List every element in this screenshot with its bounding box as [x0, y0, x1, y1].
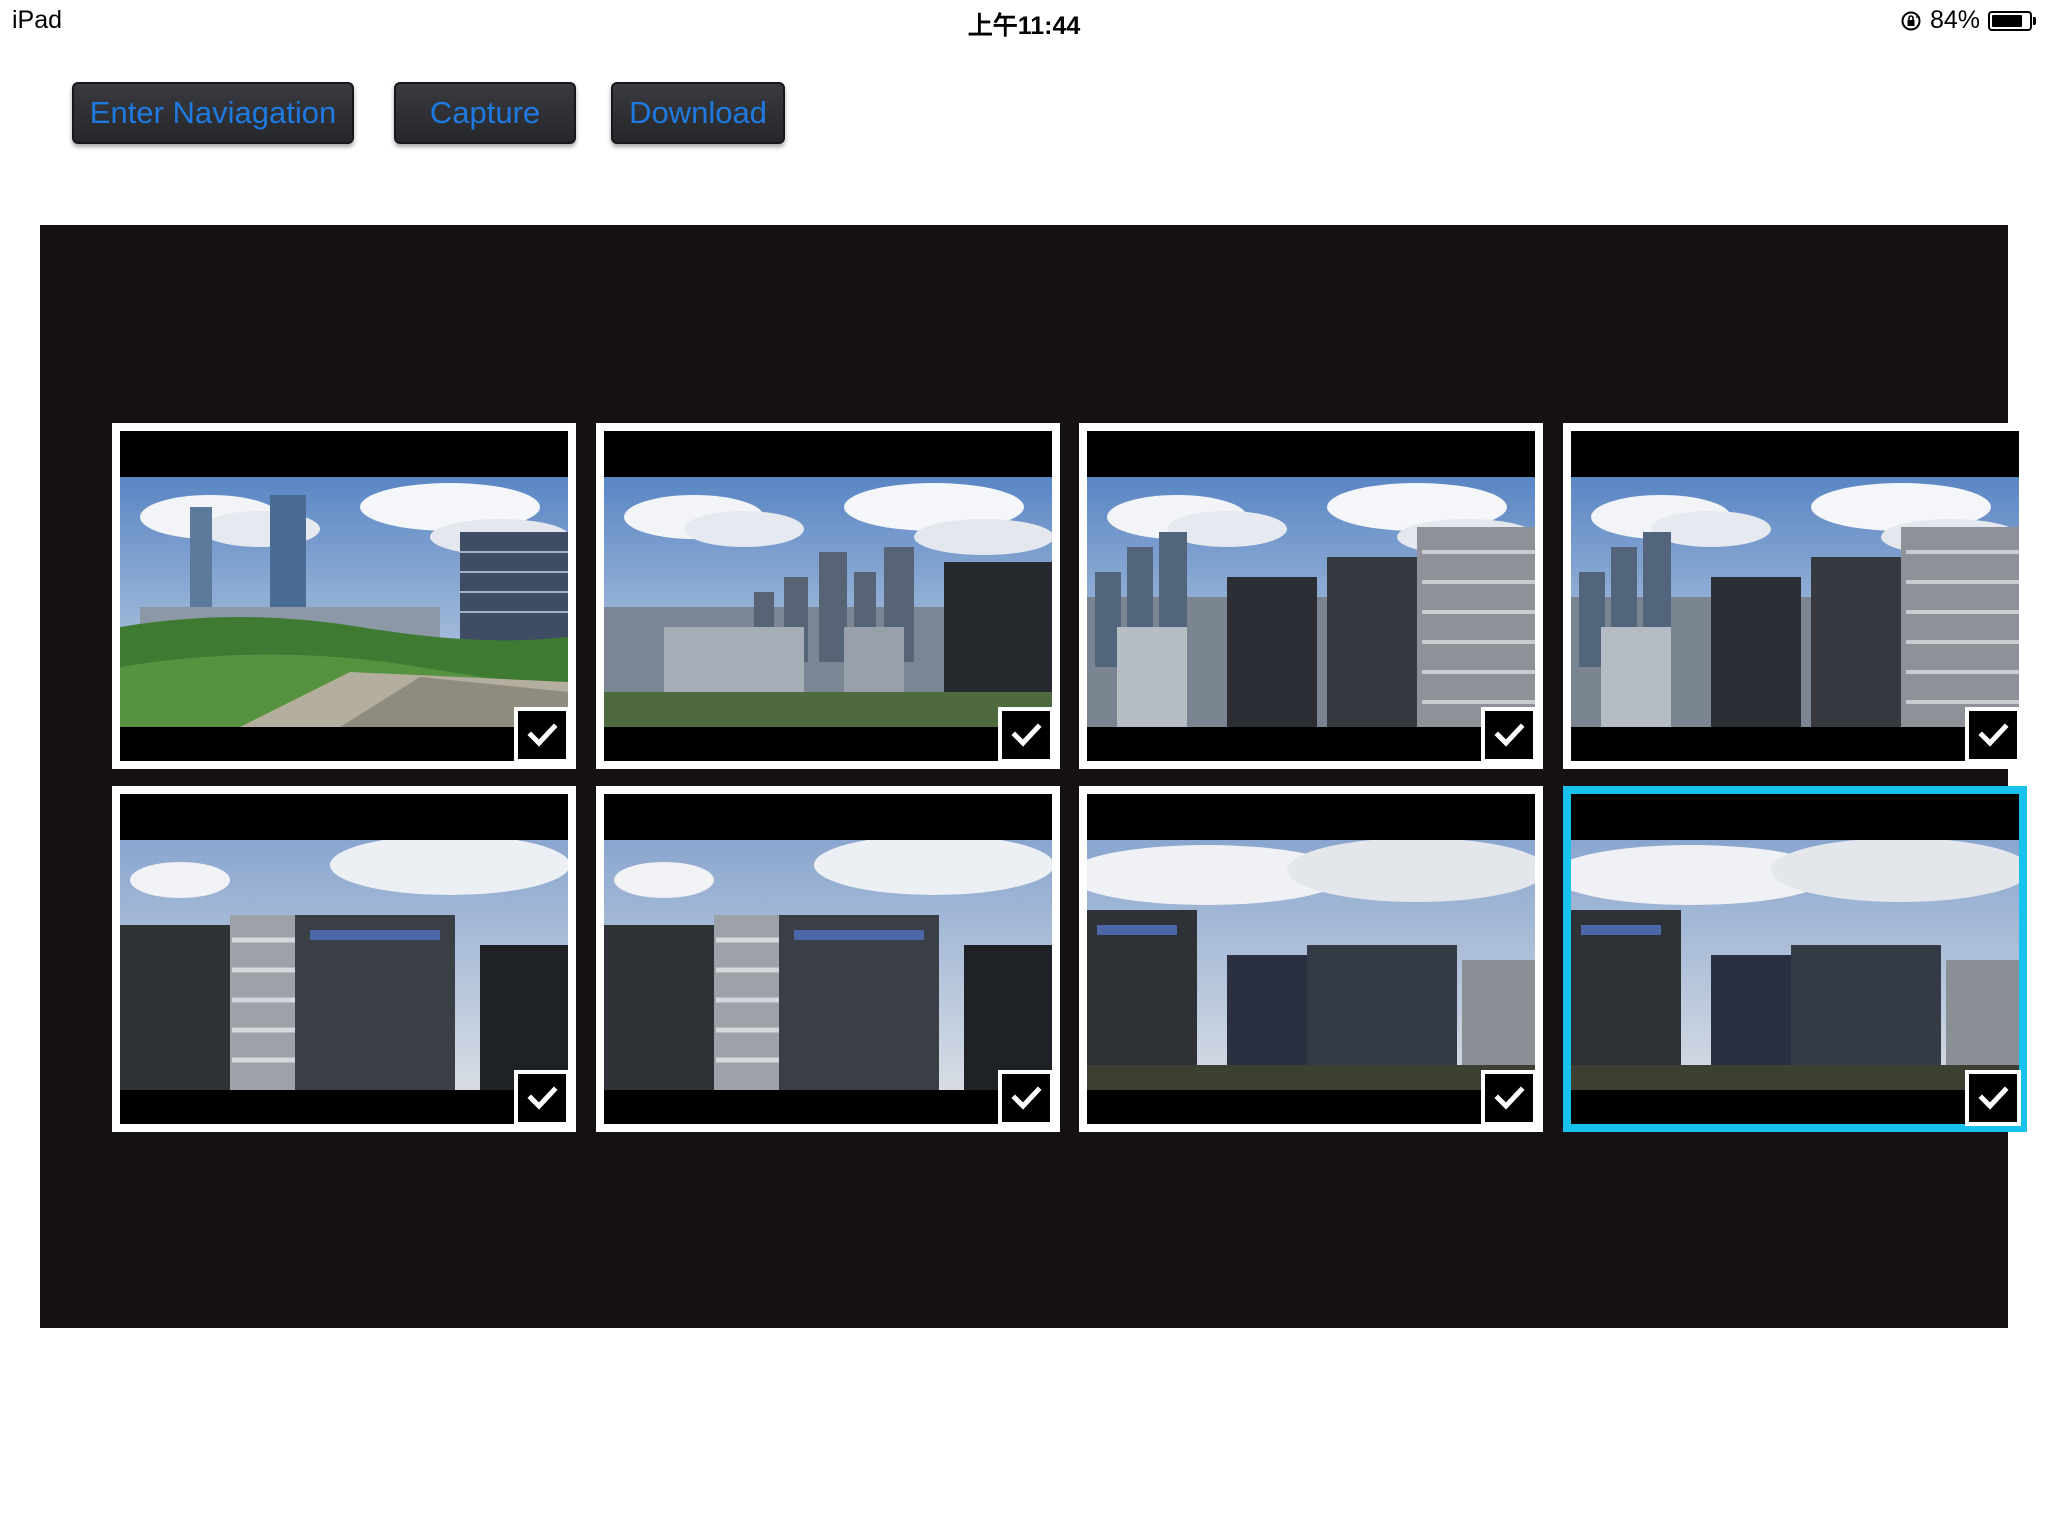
- photo-image: [604, 840, 1052, 1090]
- photo-thumbnail[interactable]: [596, 423, 1060, 769]
- thumbnail-frame: [1571, 431, 2019, 761]
- checkbox-checked-icon[interactable]: [998, 707, 1054, 763]
- checkbox-checked-icon[interactable]: [514, 707, 570, 763]
- photo-thumbnail[interactable]: [1563, 786, 2027, 1132]
- thumbnail-frame: [1087, 794, 1535, 1124]
- thumbnail-frame: [604, 794, 1052, 1124]
- thumbnail-frame: [604, 431, 1052, 761]
- thumbnail-frame: [120, 794, 568, 1124]
- capture-button[interactable]: Capture: [394, 82, 576, 144]
- checkbox-checked-icon[interactable]: [514, 1070, 570, 1126]
- photo-thumbnail[interactable]: [1079, 423, 1543, 769]
- photo-image: [1087, 477, 1535, 727]
- rotation-lock-icon: [1901, 11, 1921, 30]
- photo-thumbnail[interactable]: [596, 786, 1060, 1132]
- thumbnail-frame: [1571, 794, 2019, 1124]
- enter-navigation-button[interactable]: Enter Naviagation: [72, 82, 354, 144]
- checkbox-checked-icon[interactable]: [1481, 707, 1537, 763]
- photo-image: [120, 477, 568, 727]
- photo-image: [604, 477, 1052, 727]
- thumbnail-frame: [1087, 431, 1535, 761]
- checkbox-checked-icon[interactable]: [1965, 1070, 2021, 1126]
- photo-image: [1571, 840, 2019, 1090]
- battery-icon: [1988, 10, 2036, 31]
- photo-thumbnail[interactable]: [1563, 423, 2027, 769]
- clock: 上午11:44: [967, 12, 1081, 40]
- checkbox-checked-icon[interactable]: [1481, 1070, 1537, 1126]
- checkbox-checked-icon[interactable]: [998, 1070, 1054, 1126]
- photo-thumbnail[interactable]: [1079, 786, 1543, 1132]
- photo-image: [120, 840, 568, 1090]
- thumbnail-frame: [120, 431, 568, 761]
- checkbox-checked-icon[interactable]: [1965, 707, 2021, 763]
- photo-image: [1571, 477, 2019, 727]
- photo-thumbnail[interactable]: [112, 423, 576, 769]
- status-bar: iPad 上午11:44 84%: [0, 0, 2048, 40]
- gallery-panel: [40, 225, 2027, 1328]
- photo-image: [1087, 840, 1535, 1090]
- toolbar: Enter Naviagation Capture Download: [0, 82, 2048, 148]
- battery-percent: 84%: [1929, 6, 1980, 34]
- download-button[interactable]: Download: [611, 82, 785, 144]
- photo-thumbnail[interactable]: [112, 786, 576, 1132]
- status-right: 84%: [1900, 6, 2036, 35]
- device-name: iPad: [12, 6, 63, 34]
